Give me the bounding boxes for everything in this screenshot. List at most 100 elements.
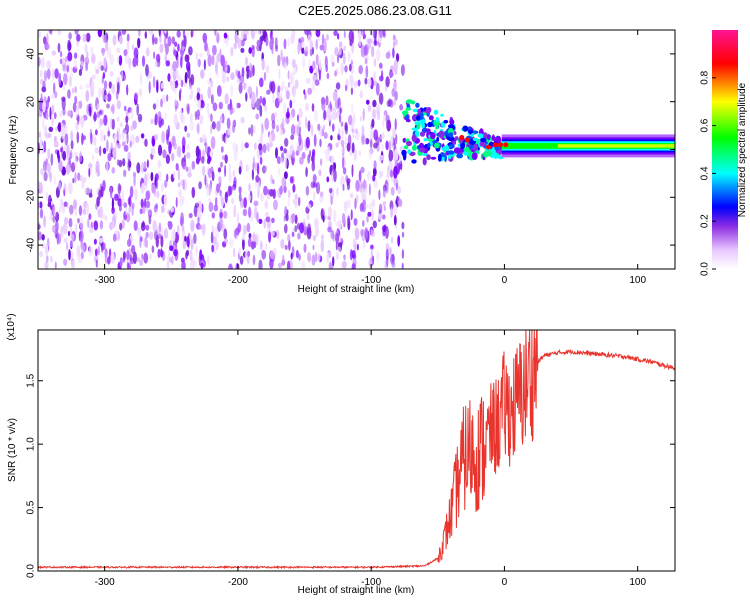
spectrogram-cell	[319, 44, 324, 51]
spectrogram-cell	[294, 193, 298, 200]
spectrogram-cell	[240, 30, 244, 41]
spectrogram-cell	[265, 242, 268, 250]
spectrogram-cell	[419, 112, 424, 120]
spectrogram-cell	[62, 108, 66, 116]
spectrogram-cell	[140, 198, 144, 208]
spectrogram-cell	[344, 65, 348, 73]
spectrogram-cell	[49, 30, 53, 35]
spectrogram-cell	[295, 125, 300, 137]
spectrogram-cell	[254, 142, 257, 150]
spectrogram-cell	[313, 191, 316, 201]
spectrogram-cell	[57, 30, 62, 36]
spectrogram-cell	[447, 135, 455, 142]
spectrogram-cell	[289, 99, 293, 109]
spectrogram-cell	[68, 32, 72, 40]
spectrogram-cell	[265, 64, 270, 74]
spectrogram-cell	[306, 213, 310, 221]
spectrogram-cell	[240, 74, 245, 84]
spectrogram-cell	[177, 224, 180, 235]
spectrogram-cell	[202, 134, 207, 144]
spectrogram-cell	[386, 255, 389, 268]
spectrogram-cell	[242, 232, 245, 240]
spectrogram-cell	[130, 106, 134, 120]
spectrogram-cell	[58, 206, 62, 214]
spectrogram-cell	[373, 58, 377, 67]
spectrogram-cell	[372, 30, 377, 39]
spectrogram-cell	[186, 235, 190, 248]
spectrogram-cell	[407, 149, 411, 154]
spectrogram-cell	[74, 208, 78, 217]
spectrogram-cell	[211, 121, 216, 130]
spectrogram-cell	[161, 130, 166, 144]
spectrogram-y-tick-label: -40	[26, 237, 37, 252]
spectrogram-cell	[393, 204, 398, 216]
spectrogram-cell	[128, 206, 131, 214]
spectrogram-cell	[303, 89, 306, 95]
spectrogram-cell	[337, 107, 340, 118]
spectrogram-cell	[247, 237, 252, 248]
spectrogram-cell	[227, 127, 232, 136]
spectrogram-cell	[199, 115, 204, 121]
spectrogram-cell	[73, 151, 78, 158]
spectrogram-cell	[491, 136, 495, 141]
spectrogram-cell	[179, 108, 183, 120]
spectrogram-cell	[355, 128, 358, 134]
spectrogram-cell	[314, 217, 319, 229]
spectrogram-cell	[283, 101, 287, 115]
spectrogram-cell	[311, 254, 316, 266]
spectrogram-cell	[298, 196, 301, 207]
spectrogram-cell	[224, 238, 228, 244]
spectrogram-cell	[263, 71, 267, 81]
spectrogram-cell	[433, 109, 439, 115]
spectrogram-cell	[60, 122, 65, 136]
spectrogram-cell	[487, 149, 493, 157]
spectrogram-cell	[346, 199, 351, 209]
spectrogram-cell	[224, 60, 228, 73]
spectrogram-cell	[111, 103, 115, 115]
spectrogram-cell	[281, 176, 286, 188]
spectrogram-cell	[381, 143, 384, 150]
spectrogram-cell	[442, 145, 450, 152]
spectrogram-cell	[64, 133, 69, 146]
spectrogram-cell	[228, 263, 233, 269]
spectrogram-cell	[197, 58, 201, 68]
spectrogram-cell	[252, 254, 256, 266]
spectrogram-cell	[438, 130, 445, 139]
spectrogram-cell	[237, 223, 242, 233]
spectrogram-x-tick-label: -300	[95, 275, 115, 286]
spectrogram-cell	[297, 232, 301, 240]
spectrogram-cell	[173, 49, 178, 57]
spectrogram-cell	[144, 235, 148, 248]
spectrogram-cell	[51, 117, 54, 126]
spectrogram-cell	[78, 205, 83, 216]
spectrogram-cell	[393, 214, 397, 226]
spectrogram-cell	[297, 41, 301, 54]
spectrogram-cell	[164, 30, 167, 34]
spectrogram-cell	[372, 220, 377, 229]
spectrogram-cell	[152, 220, 157, 233]
spectrogram-cell	[177, 182, 181, 188]
spectrogram-cell	[278, 68, 281, 80]
spectrogram-cell	[401, 262, 404, 269]
spectrogram-cell	[403, 145, 409, 150]
spectrogram-cell	[238, 166, 242, 175]
spectrogram-cell	[286, 260, 291, 269]
spectrogram-cell	[119, 257, 123, 268]
spectrogram-cell	[269, 81, 273, 92]
spectrogram-x-tick-label: 100	[629, 275, 646, 286]
spectrogram-cell	[221, 73, 226, 84]
spectrogram-cell	[140, 236, 143, 242]
spectrogram-cell	[133, 220, 138, 231]
spectrogram-cell	[241, 140, 244, 154]
spectrogram-cell	[285, 111, 291, 119]
spectrogram-cell	[164, 53, 167, 64]
spectrogram-cell	[103, 114, 108, 126]
spectrogram-cell	[245, 92, 248, 102]
spectrogram-cell	[43, 215, 46, 228]
spectrogram-cell	[84, 43, 88, 54]
spectrogram-cell	[321, 234, 324, 240]
spectrogram-cell	[104, 94, 108, 101]
spectrogram-cell	[393, 148, 399, 162]
spectrogram-cell	[110, 252, 115, 264]
